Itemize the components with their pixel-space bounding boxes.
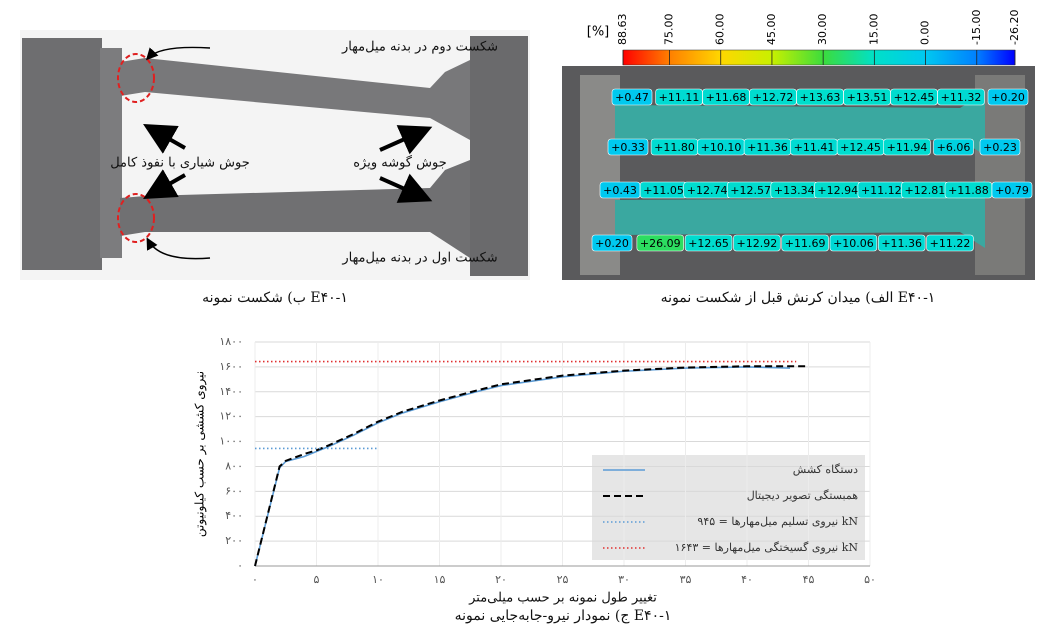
x-axis-title: تغییر طول نمونه بر حسب میلی‌متر <box>468 591 657 606</box>
strain-label: +11.11 <box>659 91 700 104</box>
legend-label: نیروی گسیختگی میل‌مهارها = ۱۶۴۳ kN <box>675 541 859 554</box>
strain-label: +11.80 <box>654 141 695 154</box>
colorbar-tick-label: -26.20 <box>1008 10 1021 45</box>
strain-label: +26.09 <box>640 237 681 250</box>
strain-label: +12.57 <box>730 184 771 197</box>
strain-label: +12.45 <box>894 91 935 104</box>
x-tick-label: ۲۵ <box>557 573 569 586</box>
y-tick-label: ۲۰۰ <box>225 534 243 547</box>
strain-label: +11.69 <box>785 237 826 250</box>
y-tick-label: ۱۶۰۰ <box>219 360 243 373</box>
y-tick-label: ۱۴۰۰ <box>219 385 243 398</box>
x-tick-label: ۱۵ <box>434 573 446 586</box>
strain-label: +11.68 <box>706 91 747 104</box>
legend-label: نیروی تسلیم میل‌مهارها = ۹۴۵ kN <box>697 515 858 528</box>
x-tick-label: ۲۰ <box>495 573 507 586</box>
annotation: جوش شیاری با نفوذ کامل <box>110 156 250 171</box>
colorbar-label: [%] <box>587 25 610 40</box>
strain-label: +12.92 <box>736 237 777 250</box>
strain-label: +11.36 <box>747 141 788 154</box>
colorbar-tick-label: 60.00 <box>714 14 727 46</box>
colorbar-tick-label: 30.00 <box>816 14 829 46</box>
strain-label: +0.33 <box>611 141 645 154</box>
strain-label: +10.06 <box>833 237 874 250</box>
strain-label: +10.10 <box>701 141 742 154</box>
strain-label: +0.43 <box>603 184 637 197</box>
strain-label: +11.05 <box>643 184 684 197</box>
strain-label: +0.79 <box>995 184 1029 197</box>
y-tick-label: ۴۰۰ <box>225 509 243 522</box>
colorbar <box>623 50 1015 65</box>
x-tick-label: ۵ <box>314 573 320 586</box>
strain-label: +13.34 <box>774 184 815 197</box>
strain-label: +11.12 <box>861 184 902 197</box>
x-tick-label: ۱۰ <box>372 573 384 586</box>
annotation: جوش گوشه ویژه <box>353 155 447 171</box>
strain-label: +0.20 <box>595 237 629 250</box>
x-tick-label: ۳۰ <box>618 573 630 586</box>
colorbar-tick-label: 45.00 <box>765 14 778 46</box>
legend-label: همبستگی تصویر دیجیتال <box>747 489 859 502</box>
x-tick-label: ۴۰ <box>741 573 753 586</box>
strain-label: +11.94 <box>887 141 928 154</box>
strain-label: +12.81 <box>905 184 946 197</box>
caption: ب) شکست نمونه E۴۰-۱ <box>202 290 348 306</box>
colorbar-tick-label: 88.63 <box>616 14 629 46</box>
figure: شکست دوم در بدنه میل‌مهار جوش شیاری با ن… <box>0 0 1054 631</box>
y-tick-label: ۰ <box>237 559 243 572</box>
strain-label: +6.06 <box>937 141 971 154</box>
colorbar-tick-label: 15.00 <box>867 14 880 46</box>
y-tick-label: ۸۰۰ <box>225 459 243 472</box>
strain-label: +12.65 <box>688 237 729 250</box>
strain-label: +0.47 <box>615 91 649 104</box>
x-tick-label: ۰ <box>252 573 258 586</box>
strain-label: +0.20 <box>991 91 1025 104</box>
strain-label: +11.36 <box>881 237 922 250</box>
annotation: شکست دوم در بدنه میل‌مهار <box>341 40 498 55</box>
caption: الف) میدان کرنش قبل از شکست نمونه E۴۰-۱ <box>661 290 936 306</box>
x-tick-label: ۳۵ <box>680 573 692 586</box>
strain-label: +12.94 <box>817 184 858 197</box>
strain-label: +13.63 <box>800 91 841 104</box>
x-tick-label: ۵۰ <box>864 573 876 586</box>
y-tick-label: ۱۸۰۰ <box>219 335 243 348</box>
colorbar-tick-label: 75.00 <box>663 14 676 46</box>
colorbar-tick-label: -15.00 <box>970 10 983 45</box>
strain-label: +11.88 <box>948 184 989 197</box>
y-tick-label: ۱۲۰۰ <box>219 410 243 423</box>
annotation: شکست اول در بدنه میل‌مهار <box>341 251 497 266</box>
strain-label: +12.74 <box>687 184 728 197</box>
photo-fracture <box>20 30 530 280</box>
strain-label: +0.23 <box>983 141 1017 154</box>
legend-label: دستگاه کشش <box>793 463 858 476</box>
strain-label: +11.22 <box>930 237 971 250</box>
x-tick-label: ۴۵ <box>803 573 815 586</box>
caption: ج) نمودار نیرو-جابه‌جایی نمونه E۴۰-۱ <box>455 608 672 624</box>
y-axis-title: نیروی کششی بر حسب کیلونیوتن <box>193 371 207 537</box>
y-tick-label: ۶۰۰ <box>225 484 243 497</box>
y-tick-label: ۱۰۰۰ <box>219 435 243 448</box>
strain-label: +13.51 <box>847 91 888 104</box>
colorbar-tick-label: 0.00 <box>919 21 932 46</box>
strain-label: +12.45 <box>840 141 881 154</box>
strain-label: +11.32 <box>941 91 982 104</box>
strain-label: +12.72 <box>753 91 794 104</box>
strain-label: +11.41 <box>794 141 835 154</box>
